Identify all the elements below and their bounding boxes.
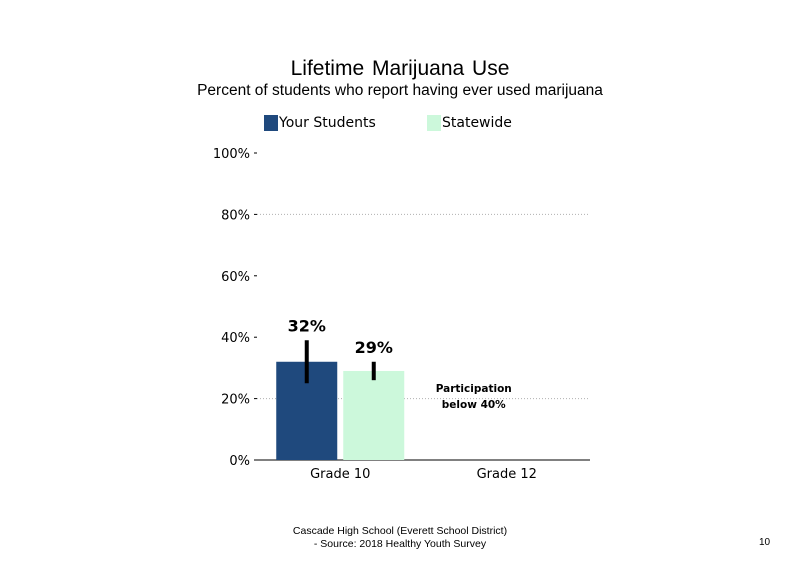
data-label-0-0: 32% [288, 316, 326, 335]
y-tick-label-100: 100% [213, 147, 250, 162]
y-tick-label-20: 20% [221, 393, 250, 408]
legend-swatch-your-students [264, 115, 278, 131]
footer-source: - Source: 2018 Healthy Youth Survey [313, 538, 487, 550]
chart-title: Lifetime Marijuana Use [290, 57, 510, 80]
annotation-line-0: Participation [436, 383, 512, 395]
x-tick-label-1: Grade 12 [477, 467, 537, 482]
chart-subtitle: Percent of students who report having ev… [197, 82, 603, 99]
legend-label-your-students: Your Students [279, 115, 376, 131]
legend-item-your-students: Your Students [264, 114, 376, 132]
footer-school: Cascade High School (Everett School Dist… [292, 525, 508, 537]
legend-item-statewide: Statewide [427, 114, 512, 132]
legend-label-statewide: Statewide [442, 115, 512, 131]
y-tick-label-40: 40% [221, 331, 250, 346]
y-tick-label-60: 60% [221, 270, 250, 285]
annotation-line-1: below 40% [442, 399, 506, 411]
footer: Cascade High School (Everett School Dist… [0, 525, 800, 551]
x-tick-label-0: Grade 10 [310, 467, 370, 482]
y-tick-label-80: 80% [221, 208, 250, 223]
legend-swatch-statewide [427, 115, 441, 131]
bar-1-0 [343, 370, 405, 460]
y-tick-label-0: 0% [229, 454, 250, 469]
page-number: 10 [759, 537, 771, 548]
data-label-1-0: 29% [355, 338, 393, 357]
